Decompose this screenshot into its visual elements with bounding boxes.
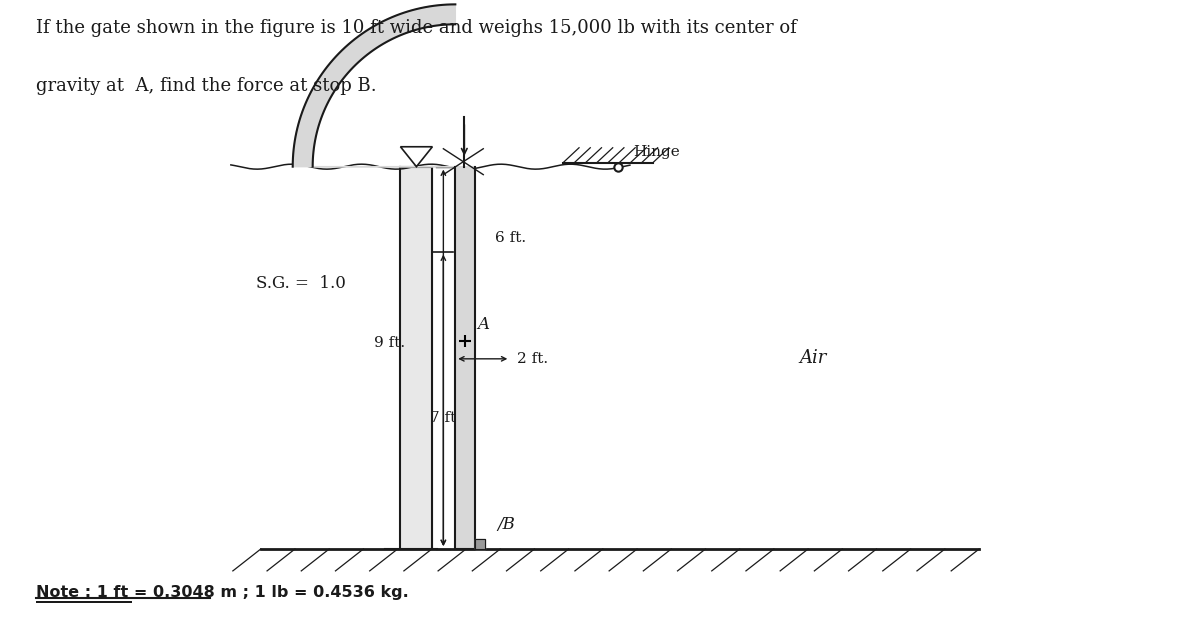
Text: A: A [478,316,490,333]
Text: 6 ft.: 6 ft. [496,232,527,246]
Polygon shape [401,167,432,549]
Polygon shape [293,4,475,549]
Text: Hinge: Hinge [632,145,679,159]
Text: 7 ft.: 7 ft. [431,412,461,426]
Text: gravity at  A, find the force at stop B.: gravity at A, find the force at stop B. [36,77,377,94]
Text: 9 ft.: 9 ft. [374,336,406,350]
Text: Note : 1 ft = 0.3048 m ; 1 lb = 0.4536 kg.: Note : 1 ft = 0.3048 m ; 1 lb = 0.4536 k… [36,584,409,600]
Polygon shape [475,539,485,549]
Text: Air: Air [799,349,827,367]
Text: /B: /B [497,516,515,533]
Text: If the gate shown in the figure is 10 ft wide and weighs 15,000 lb with its cent: If the gate shown in the figure is 10 ft… [36,19,797,37]
Text: 2 ft.: 2 ft. [517,352,548,366]
Text: ____________: ____________ [36,588,132,603]
Text: S.G. =  1.0: S.G. = 1.0 [256,274,346,292]
